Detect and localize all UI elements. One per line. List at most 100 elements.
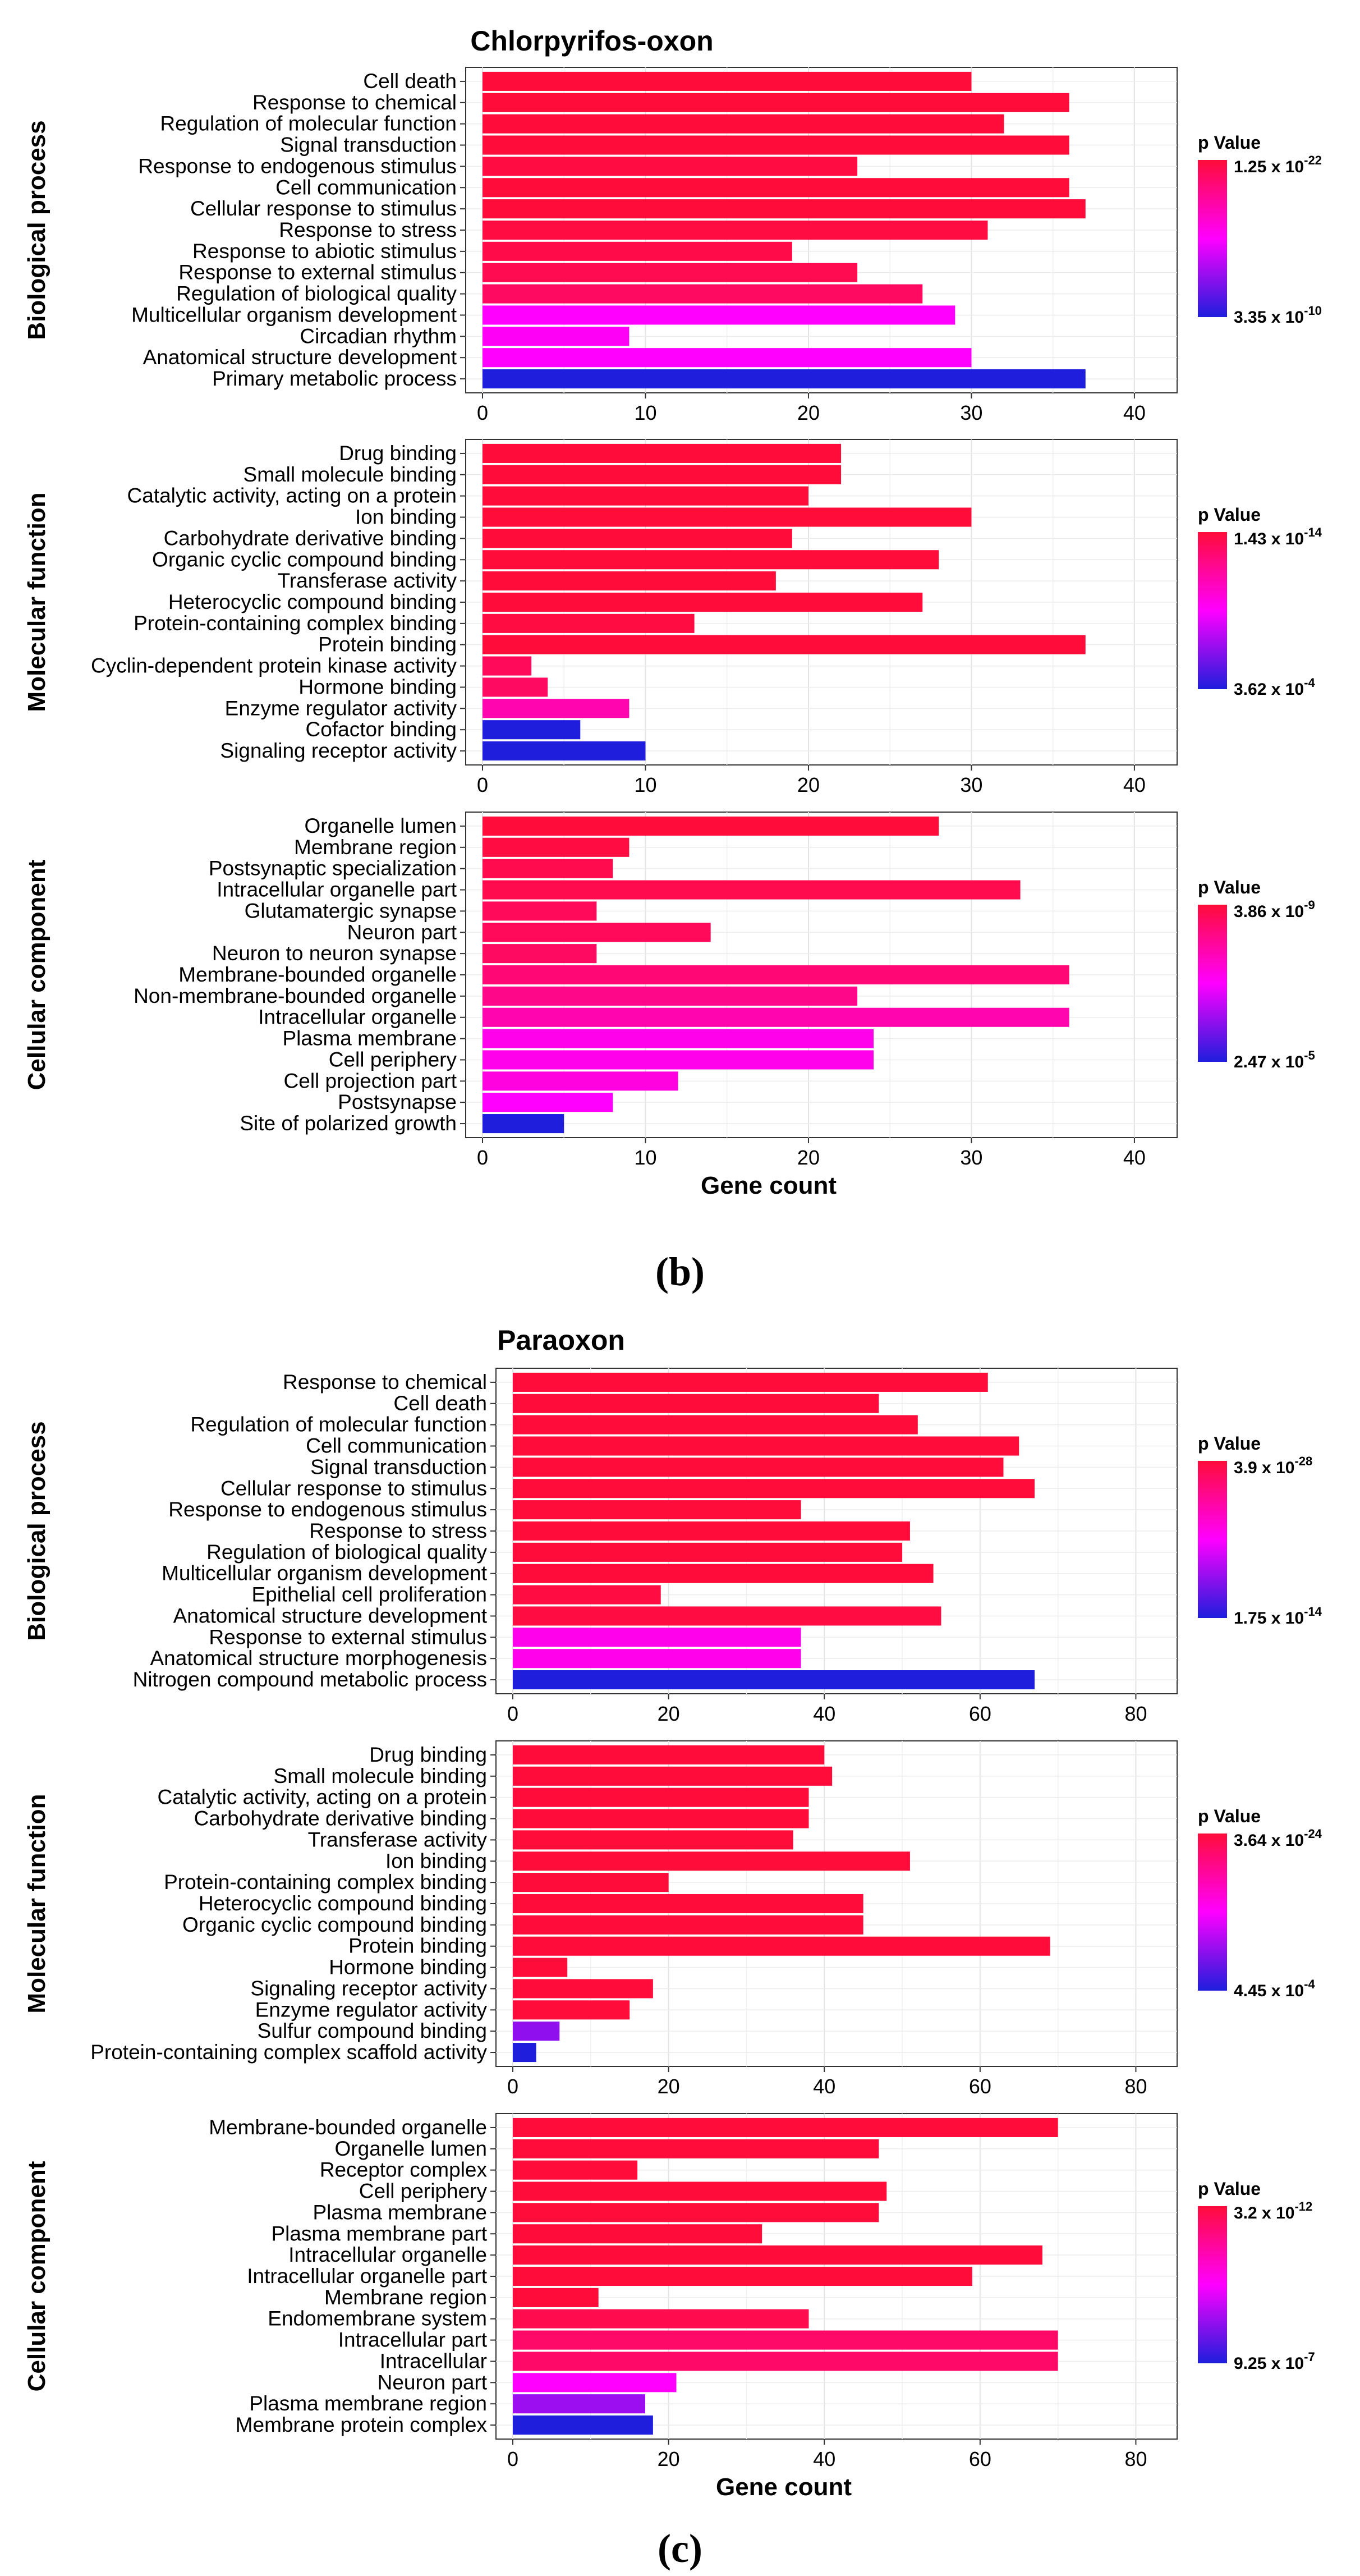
facet-label: Molecular function <box>23 1794 50 2013</box>
legend-low-mantissa: 3.62 x 10 <box>1234 680 1304 699</box>
x-tick-label: 30 <box>960 773 982 796</box>
bar <box>483 571 776 591</box>
category-label: Catalytic activity, acting on a protein <box>158 1786 487 1809</box>
facet-label: Cellular component <box>23 859 50 1090</box>
bar <box>513 1521 910 1541</box>
category-label: Neuron part <box>378 2371 488 2394</box>
bar <box>483 901 597 921</box>
bar <box>513 1585 661 1605</box>
category-label: Neuron part <box>347 920 457 943</box>
legend-low-exponent: -10 <box>1304 304 1322 318</box>
legend-low-label: 9.25 x 10-7 <box>1234 2350 1315 2373</box>
legend-title: p Value <box>1198 877 1261 897</box>
legend-high-exponent: -9 <box>1304 898 1315 912</box>
category-label: Heterocyclic compound binding <box>199 1892 487 1915</box>
bar <box>513 1372 988 1392</box>
legend-high-exponent: -22 <box>1304 153 1322 167</box>
x-tick-label: 20 <box>797 401 820 424</box>
bar <box>513 1851 910 1871</box>
category-label: Response to endogenous stimulus <box>138 154 457 177</box>
bar <box>513 2000 630 2020</box>
bar <box>513 1415 918 1434</box>
category-label: Organic cyclic compound binding <box>182 1913 487 1936</box>
bar <box>483 592 923 612</box>
bar <box>513 1394 879 1413</box>
category-label: Drug binding <box>369 1743 487 1766</box>
x-tick-label: 0 <box>507 2447 518 2470</box>
legend-high-mantissa: 1.43 x 10 <box>1234 530 1304 548</box>
bar <box>483 327 630 346</box>
bar <box>483 741 646 761</box>
category-label: Epithelial cell proliferation <box>251 1583 487 1606</box>
legend-low-mantissa: 1.75 x 10 <box>1234 1609 1304 1628</box>
category-label: Membrane-bounded organelle <box>178 963 457 986</box>
category-label: Multicellular organism development <box>131 303 457 326</box>
category-label: Protein-containing complex scaffold acti… <box>90 2041 487 2064</box>
category-label: Response to stress <box>279 218 457 241</box>
category-label: Plasma membrane <box>282 1027 457 1050</box>
x-tick-label: 80 <box>1124 1702 1147 1725</box>
bar <box>483 529 792 548</box>
category-label: Intracellular organelle part <box>247 2265 488 2288</box>
category-label: Response to chemical <box>283 1370 487 1394</box>
x-tick-label: 10 <box>634 1146 656 1169</box>
category-label: Organelle lumen <box>335 2137 487 2160</box>
legend-high-exponent: -24 <box>1304 1827 1322 1841</box>
legend-low-label: 3.62 x 10-4 <box>1234 676 1315 699</box>
bar <box>483 859 613 878</box>
x-tick-label: 20 <box>658 2447 680 2470</box>
category-label: Signaling receptor activity <box>220 739 457 762</box>
bar <box>483 114 1004 134</box>
category-label: Site of polarized growth <box>240 1112 457 1135</box>
bar <box>483 465 842 484</box>
category-label: Cell communication <box>306 1434 487 1457</box>
bar <box>483 486 808 506</box>
legend-colorbar <box>1198 1834 1227 1991</box>
bar <box>483 1029 874 1048</box>
legend-high-exponent: -14 <box>1304 525 1322 539</box>
bar <box>483 965 1069 985</box>
legend-high-label: 3.86 x 10-9 <box>1234 898 1315 921</box>
x-tick-label: 0 <box>477 773 488 796</box>
bar <box>513 1436 1019 1456</box>
bar <box>513 1894 863 1914</box>
legend-title: p Value <box>1198 132 1261 153</box>
bar <box>483 1093 613 1112</box>
x-axis-title: Gene count <box>701 1172 837 1199</box>
bar <box>483 263 858 282</box>
bar <box>483 1071 678 1091</box>
legend-low-exponent: -7 <box>1304 2350 1315 2364</box>
category-label: Enzyme regulator activity <box>255 1998 488 2021</box>
legend-high-mantissa: 3.2 x 10 <box>1234 2204 1294 2222</box>
bar <box>513 1649 801 1669</box>
x-tick-label: 40 <box>1123 1146 1146 1169</box>
category-label: Glutamatergic synapse <box>245 899 457 922</box>
x-tick-label: 60 <box>969 2447 991 2470</box>
x-tick-label: 60 <box>969 1702 991 1725</box>
x-tick-label: 40 <box>813 1702 835 1725</box>
category-label: Response to external stimulus <box>178 261 457 284</box>
bar <box>483 305 955 325</box>
bar <box>513 2181 887 2201</box>
legend-title: p Value <box>1198 1806 1261 1826</box>
category-label: Membrane region <box>324 2286 487 2309</box>
category-label: Hormone binding <box>298 675 457 698</box>
x-tick-label: 20 <box>797 773 820 796</box>
x-tick-label: 40 <box>813 2447 835 2470</box>
bar <box>513 1766 833 1786</box>
bar <box>513 2266 972 2286</box>
x-tick-label: 60 <box>969 2075 991 2098</box>
category-label: Response to chemical <box>252 91 457 114</box>
category-label: Postsynaptic specialization <box>209 857 457 880</box>
legend-low-exponent: -4 <box>1304 1977 1315 1991</box>
bar <box>513 2139 879 2158</box>
category-label: Circadian rhythm <box>300 324 457 347</box>
category-label: Cell projection part <box>284 1069 457 1092</box>
legend-title: p Value <box>1198 2179 1261 2199</box>
